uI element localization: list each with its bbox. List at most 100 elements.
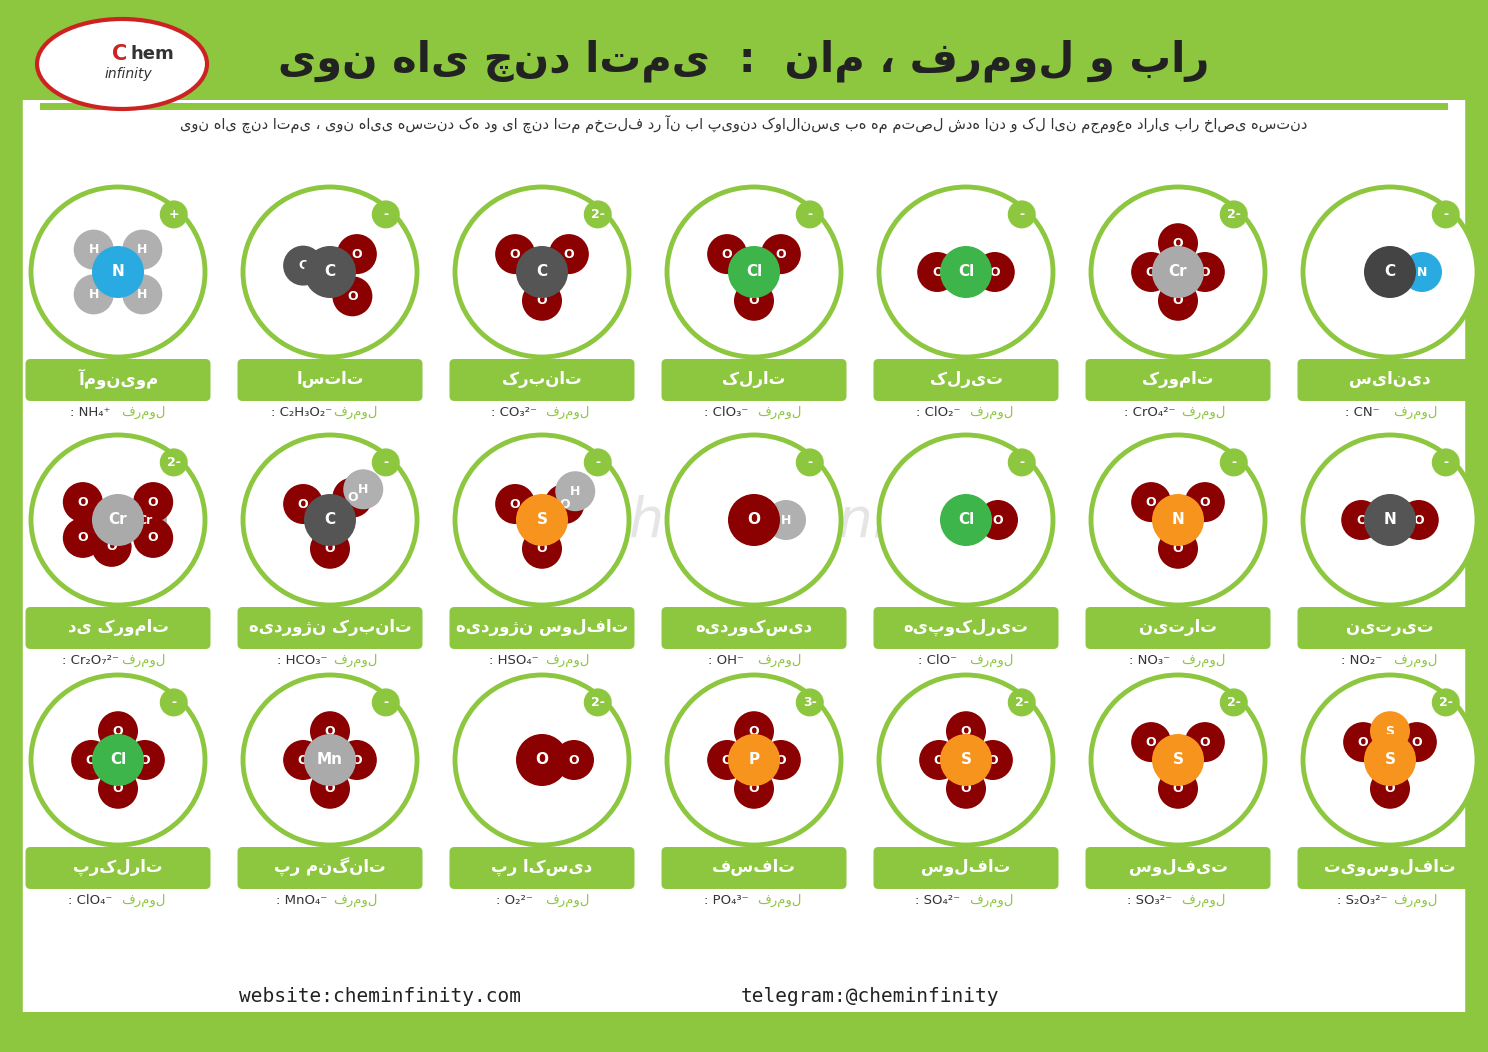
Circle shape <box>760 740 801 780</box>
Circle shape <box>940 246 992 298</box>
Circle shape <box>1431 688 1460 716</box>
Text: O: O <box>536 752 549 768</box>
Text: C: C <box>112 44 128 64</box>
Text: : SO₄²⁻: : SO₄²⁻ <box>915 893 961 907</box>
Text: هیدروژن کربنات: هیدروژن کربنات <box>248 618 411 636</box>
Circle shape <box>940 734 992 786</box>
Text: S: S <box>1384 752 1396 768</box>
Text: S: S <box>1385 725 1394 737</box>
Ellipse shape <box>37 19 207 109</box>
Text: فرمول: فرمول <box>333 405 378 419</box>
Text: 2-: 2- <box>591 208 604 221</box>
FancyBboxPatch shape <box>449 607 634 649</box>
Circle shape <box>283 740 323 780</box>
Text: : HCO₃⁻: : HCO₃⁻ <box>277 653 327 667</box>
Circle shape <box>496 484 536 524</box>
Text: O: O <box>775 247 786 261</box>
Circle shape <box>1397 722 1437 762</box>
Text: استات: استات <box>296 370 363 388</box>
Circle shape <box>516 246 568 298</box>
Circle shape <box>1370 711 1411 751</box>
Text: O: O <box>324 725 335 737</box>
Text: N: N <box>1384 512 1396 527</box>
Text: آمونیوم: آمونیوم <box>77 369 158 389</box>
Text: : O₂²⁻: : O₂²⁻ <box>496 893 533 907</box>
Ellipse shape <box>1091 434 1265 605</box>
Circle shape <box>545 484 585 524</box>
Text: : HSO₄⁻: : HSO₄⁻ <box>490 653 539 667</box>
Ellipse shape <box>243 187 417 357</box>
Text: : CrO₄²⁻: : CrO₄²⁻ <box>1125 405 1176 419</box>
Text: سولفیت: سولفیت <box>1128 858 1228 876</box>
Circle shape <box>796 448 824 477</box>
Ellipse shape <box>31 675 205 845</box>
Ellipse shape <box>879 675 1054 845</box>
Text: O: O <box>1199 735 1210 749</box>
Text: فرمول: فرمول <box>969 653 1013 667</box>
Circle shape <box>734 281 774 321</box>
Text: O: O <box>992 513 1003 526</box>
Ellipse shape <box>667 187 841 357</box>
Ellipse shape <box>879 434 1054 605</box>
Text: 2-: 2- <box>167 456 180 469</box>
FancyBboxPatch shape <box>238 607 423 649</box>
Circle shape <box>516 734 568 786</box>
Text: : CN⁻: : CN⁻ <box>1345 405 1379 419</box>
Text: -: - <box>806 208 812 221</box>
Circle shape <box>62 482 103 522</box>
FancyBboxPatch shape <box>873 607 1058 649</box>
Circle shape <box>555 471 595 511</box>
Text: : ClO⁻: : ClO⁻ <box>918 653 958 667</box>
Text: O: O <box>748 725 759 737</box>
Text: فرمول: فرمول <box>121 653 165 667</box>
Text: 2-: 2- <box>1226 696 1241 709</box>
Text: -: - <box>384 208 388 221</box>
Text: O: O <box>147 531 159 544</box>
Ellipse shape <box>1303 434 1478 605</box>
Text: فرمول: فرمول <box>1393 893 1437 907</box>
Text: O: O <box>351 753 362 767</box>
Text: هیدروکسید: هیدروکسید <box>695 618 812 636</box>
Text: -: - <box>1019 456 1024 469</box>
Circle shape <box>1184 722 1225 762</box>
Text: فرمول: فرمول <box>757 405 801 419</box>
Text: -: - <box>1231 456 1237 469</box>
Text: : NO₂⁻: : NO₂⁻ <box>1341 653 1382 667</box>
Circle shape <box>1220 200 1248 228</box>
Text: O: O <box>722 753 732 767</box>
Text: N: N <box>1171 512 1184 527</box>
Text: O: O <box>775 753 786 767</box>
Text: O: O <box>1146 495 1156 508</box>
Circle shape <box>920 740 960 780</box>
Text: O: O <box>537 542 548 555</box>
Text: پر اکسید: پر اکسید <box>491 858 592 876</box>
Text: فرمول: فرمول <box>1181 653 1225 667</box>
Circle shape <box>728 246 780 298</box>
Text: : OH⁻: : OH⁻ <box>708 653 744 667</box>
Text: @cheminfinity: @cheminfinity <box>545 495 943 548</box>
Text: : PO₄³⁻: : PO₄³⁻ <box>704 893 748 907</box>
Text: فرمول: فرمول <box>121 893 165 907</box>
Circle shape <box>336 235 376 275</box>
Text: : CO₃²⁻: : CO₃²⁻ <box>491 405 537 419</box>
Circle shape <box>1152 734 1204 786</box>
Text: : S₂O₃²⁻: : S₂O₃²⁻ <box>1336 893 1387 907</box>
Ellipse shape <box>1303 675 1478 845</box>
Text: Cr: Cr <box>109 512 128 527</box>
Circle shape <box>310 769 350 809</box>
Circle shape <box>134 482 173 522</box>
Text: O: O <box>961 725 972 737</box>
Circle shape <box>125 740 165 780</box>
Text: O: O <box>568 753 579 767</box>
Circle shape <box>98 711 138 751</box>
Text: -: - <box>384 696 388 709</box>
Text: H: H <box>359 483 369 495</box>
Ellipse shape <box>1303 187 1478 357</box>
Text: O: O <box>934 753 945 767</box>
Text: -: - <box>1019 208 1024 221</box>
FancyBboxPatch shape <box>25 359 210 401</box>
Text: : C₂H₃O₂⁻: : C₂H₃O₂⁻ <box>271 405 333 419</box>
Ellipse shape <box>455 675 629 845</box>
Ellipse shape <box>667 675 841 845</box>
Text: فرمول: فرمول <box>1181 893 1225 907</box>
